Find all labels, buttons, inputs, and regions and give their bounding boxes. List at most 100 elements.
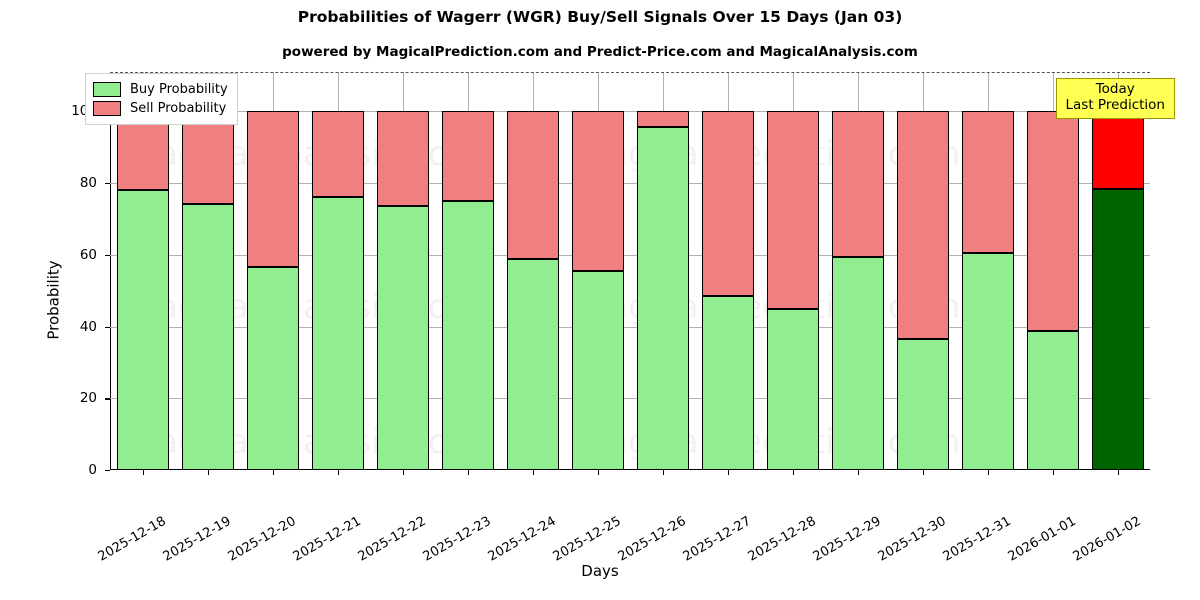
x-tick-mark — [662, 470, 664, 475]
bar-segment-buy — [376, 206, 429, 470]
x-tick-label: 2025-12-25 — [550, 513, 624, 565]
x-tick-label: 2025-12-28 — [745, 513, 819, 565]
bar-stacked — [896, 72, 949, 470]
x-tick-mark — [727, 470, 729, 475]
bar-stacked — [961, 72, 1014, 470]
bar-segment-sell — [1026, 111, 1079, 331]
bar-segment-buy — [1091, 189, 1144, 470]
today-line-1: Today — [1095, 81, 1135, 97]
today-line-2: Last Prediction — [1065, 96, 1165, 113]
legend-item-sell: Sell Probability — [93, 99, 228, 118]
bar-stacked — [571, 72, 624, 470]
x-tick-label: 2025-12-19 — [160, 513, 234, 565]
legend-label-sell: Sell Probability — [130, 101, 227, 116]
legend-item-buy: Buy Probability — [93, 80, 228, 99]
x-tick-mark — [987, 470, 989, 475]
chart-legend: Buy Probability Sell Probability — [85, 73, 238, 125]
y-tick-mark — [105, 183, 110, 185]
bar-stacked — [636, 72, 689, 470]
bar-segment-buy — [181, 203, 234, 470]
bar-segment-buy — [766, 309, 819, 470]
bar-stacked — [506, 72, 559, 470]
gridline-horizontal — [110, 183, 1150, 185]
bar-segment-buy — [896, 338, 949, 470]
y-tick-mark — [105, 254, 110, 257]
x-tick-label: 2025-12-23 — [420, 513, 494, 565]
bar-segment-buy — [246, 267, 299, 470]
gridline-horizontal — [110, 326, 1150, 328]
x-tick-label: 2025-12-20 — [225, 513, 299, 565]
x-tick-mark — [467, 470, 469, 475]
x-tick-label: 2025-12-26 — [615, 513, 689, 565]
x-tick-mark — [1117, 470, 1119, 475]
today-annotation: Today Last Prediction — [1055, 78, 1175, 119]
bar-stacked — [441, 72, 494, 470]
x-tick-mark — [272, 470, 274, 475]
x-tick-label: 2025-12-30 — [875, 513, 949, 565]
y-tick-label: 0 — [88, 462, 97, 478]
bar-segment-sell — [701, 111, 754, 296]
bar-stacked — [116, 72, 169, 470]
y-tick-label: 80 — [79, 175, 97, 192]
bar-stacked — [831, 72, 884, 470]
bar-segment-sell — [181, 111, 234, 204]
x-tick-label: 2025-12-21 — [290, 513, 364, 565]
gridline-horizontal — [110, 111, 1150, 113]
y-tick-mark — [105, 398, 110, 400]
gridline-horizontal — [110, 398, 1150, 400]
y-axis-label: Probability — [44, 260, 63, 340]
bar-segment-buy — [701, 295, 754, 470]
bar-stacked — [1026, 72, 1079, 470]
x-tick-label: 2025-12-24 — [485, 513, 559, 565]
plot-area: MagicalAnalysis.comMagicalPrediction.com… — [71, 72, 1150, 565]
bar-segment-buy — [636, 127, 689, 470]
y-tick-label: 60 — [79, 246, 97, 263]
bar-stacked — [246, 72, 299, 470]
y-tick-mark — [105, 326, 110, 328]
axes-frame — [110, 72, 1150, 470]
bar-segment-sell — [961, 111, 1014, 254]
gridline-horizontal — [110, 254, 1150, 256]
y-tick-label: 20 — [79, 390, 97, 407]
x-tick-mark — [142, 470, 144, 475]
x-tick-mark — [532, 470, 534, 475]
chart-title: Probabilities of Wagerr (WGR) Buy/Sell S… — [297, 8, 903, 26]
reference-dashed-line — [110, 72, 1150, 73]
bar-segment-sell — [376, 111, 429, 207]
x-tick-mark — [337, 470, 339, 475]
legend-swatch-sell — [93, 101, 121, 116]
bar-segment-buy — [961, 253, 1014, 470]
bar-segment-sell — [1091, 111, 1144, 190]
x-tick-mark — [792, 470, 794, 475]
legend-swatch-buy — [93, 82, 121, 97]
x-tick-label: 2026-01-02 — [1070, 513, 1144, 565]
bar-stacked — [311, 72, 364, 470]
x-tick-mark — [857, 470, 859, 475]
x-tick-label: 2025-12-22 — [355, 513, 429, 565]
bar-today — [1091, 72, 1144, 470]
legend-label-buy: Buy Probability — [130, 82, 228, 97]
bar-segment-buy — [1026, 330, 1079, 470]
x-tick-label: 2025-12-29 — [810, 513, 884, 565]
y-tick-mark — [105, 470, 110, 472]
bar-stacked — [376, 72, 429, 470]
bar-segment-sell — [441, 111, 494, 202]
bar-segment-buy — [506, 258, 559, 470]
x-tick-label: 2026-01-01 — [1005, 513, 1079, 565]
bar-segment-sell — [246, 111, 299, 268]
bar-segment-sell — [831, 111, 884, 257]
chart-subtitle: powered by MagicalPrediction.com and Pre… — [282, 44, 918, 60]
x-tick-mark — [597, 470, 599, 475]
bar-segment-buy — [441, 201, 494, 470]
x-tick-label: 2025-12-27 — [680, 513, 754, 565]
x-tick-mark — [402, 470, 404, 475]
bar-segment-sell — [766, 111, 819, 309]
x-axis-label: Days — [581, 562, 619, 580]
bar-segment-buy — [831, 257, 884, 470]
bar-segment-sell — [311, 111, 364, 197]
y-tick-label: 40 — [79, 318, 97, 335]
bar-segment-sell — [506, 111, 559, 259]
bar-stacked — [701, 72, 754, 470]
bar-segment-sell — [571, 111, 624, 271]
